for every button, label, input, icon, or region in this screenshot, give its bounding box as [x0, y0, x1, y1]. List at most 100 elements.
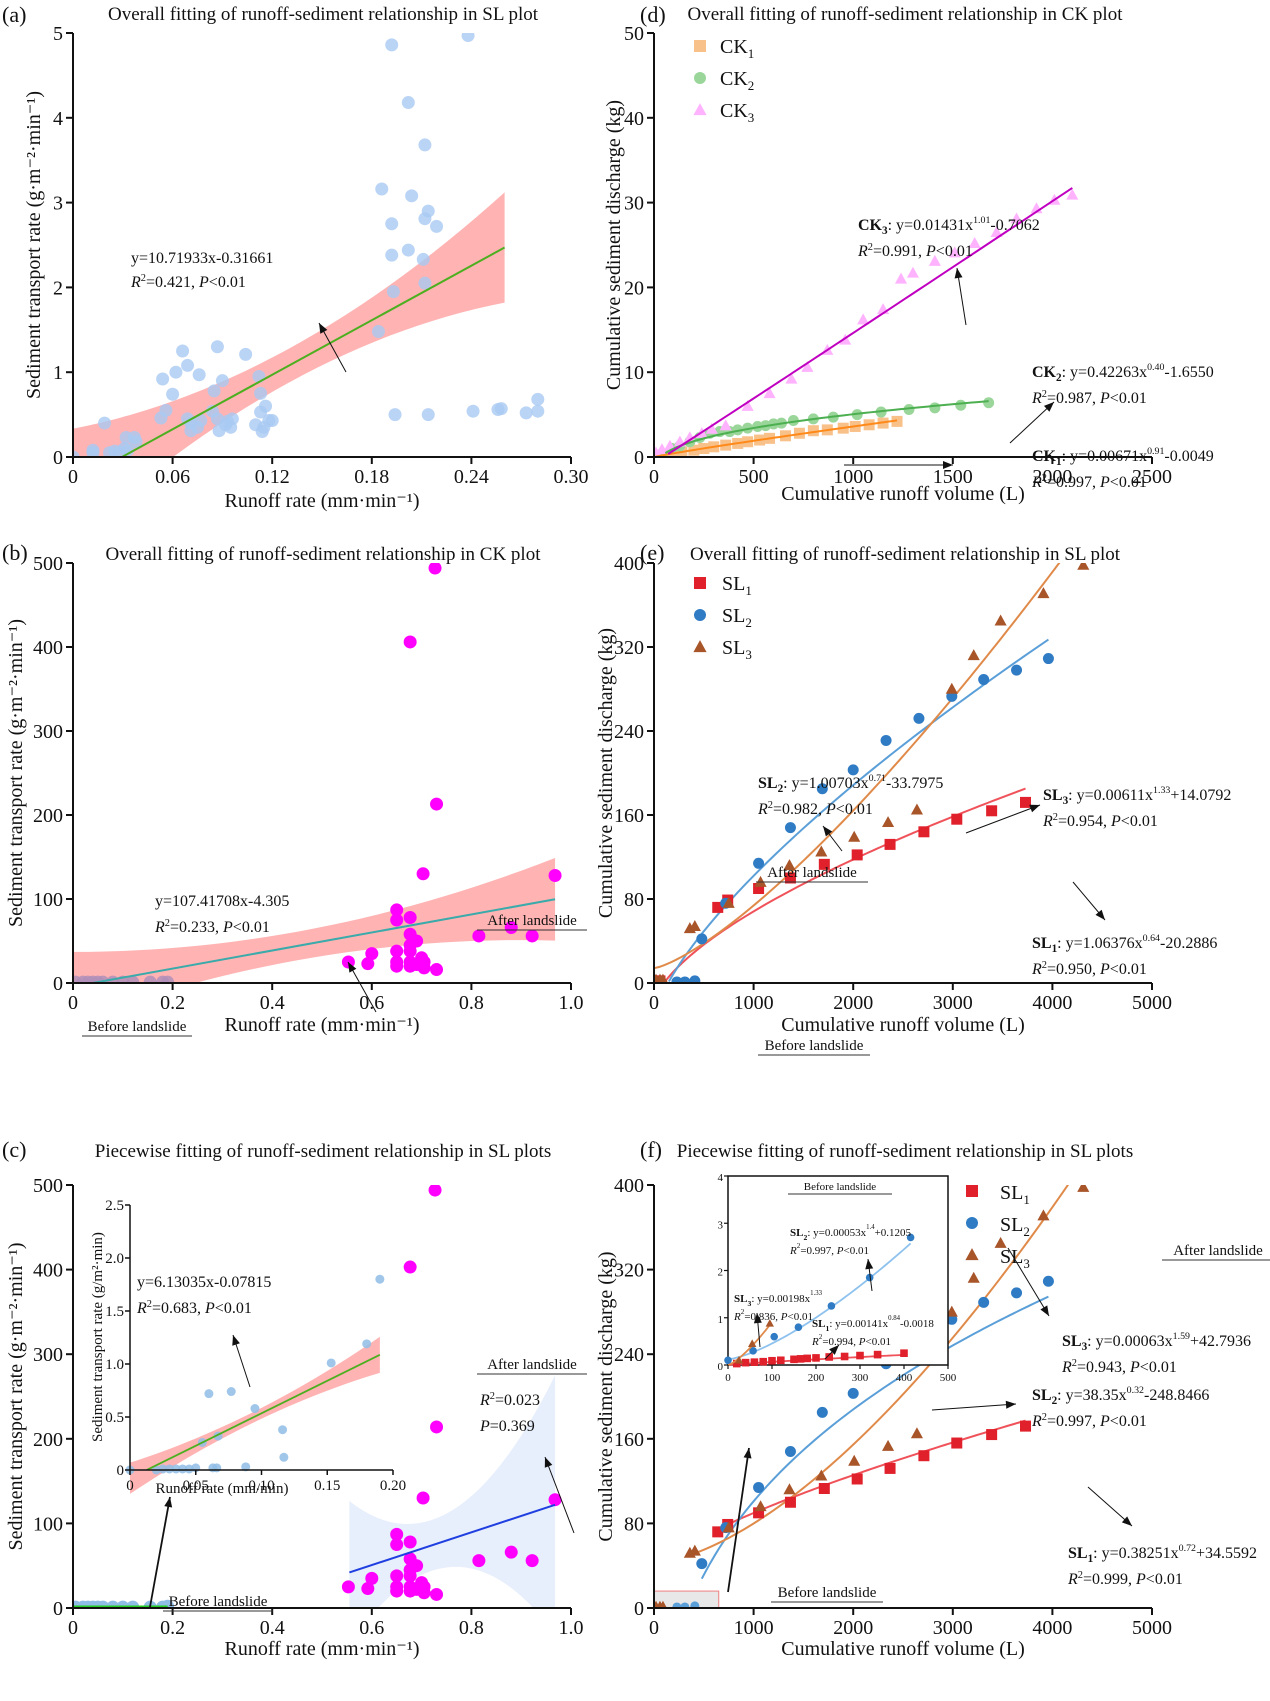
x-tick-label: 1.0 [559, 992, 584, 1014]
data-point-sl2 [978, 674, 990, 686]
plot-area [654, 563, 1090, 983]
data-point [181, 358, 195, 372]
inset-data-point-sl1 [825, 1353, 833, 1361]
data-point-sl2 [696, 1558, 708, 1570]
inset-data-point-sl1 [750, 1358, 759, 1366]
inset-x-tick-label: 0.15 [314, 1478, 340, 1494]
inset-x-tick-label: 500 [940, 1372, 957, 1384]
x-axis-title: Runoff rate (mm·min⁻¹) [224, 490, 419, 512]
y-tick-label: 400 [614, 1175, 644, 1197]
data-point-sl1 [918, 1450, 930, 1462]
inset-data-point-sl2 [724, 1356, 732, 1365]
legend-marker [693, 640, 707, 653]
data-point [215, 374, 229, 388]
arrow-head [348, 962, 357, 973]
inset-fit-line-sl2 [727, 1242, 912, 1361]
inset-data-point-sl1 [733, 1359, 741, 1368]
data-point-sl2 [1011, 1287, 1023, 1299]
data-point-sl1 [851, 849, 863, 861]
data-point-sl1 [753, 1507, 765, 1519]
data-point-ck3 [928, 254, 941, 266]
inset-frame [727, 1175, 949, 1366]
x-tick-label: 0 [649, 992, 659, 1014]
legend-marker [694, 40, 706, 52]
fit-line-ck2 [664, 400, 989, 454]
data-point-ck3 [990, 226, 1003, 237]
data-point-sl1 [712, 901, 724, 913]
legend-marker [693, 103, 707, 116]
x-tick-label: 0.6 [359, 992, 384, 1014]
inset-y-tick-label: 4 [718, 1172, 724, 1184]
inset-y-tick-label: 0.5 [105, 1410, 124, 1426]
annotation-arrow [727, 1447, 750, 1593]
y-tick-label: 3 [53, 193, 63, 215]
data-point-sl3 [910, 803, 923, 815]
data-point-after [390, 1527, 404, 1541]
legend-label: SL3 [722, 637, 752, 662]
data-point-ck3 [705, 422, 718, 434]
y-tick-label: 4 [53, 108, 63, 130]
region-label: Before landslide [778, 1585, 877, 1601]
data-point [519, 406, 533, 420]
data-point-sl2 [784, 1445, 796, 1457]
panel-d: 0 500 1000 1500 2000 2500 0 10 20 30 40 50(d) Overal… [603, 2, 1214, 505]
x-tick-label: 1000 [734, 992, 774, 1014]
inset-data-point-sl2 [770, 1332, 778, 1341]
inset-y-tick-label: 2.5 [105, 1198, 124, 1214]
stats-p: P=0.369 [479, 1418, 535, 1435]
x-tick-label: 4000 [1032, 1617, 1072, 1639]
stats-text: R2=0.991, P<0.01 [857, 242, 973, 260]
data-point-ck3 [857, 313, 870, 325]
y-tick-label: 240 [614, 1344, 644, 1366]
inset-data-point [212, 1463, 222, 1473]
data-point-sl2 [679, 976, 691, 983]
data-point-sl1 [951, 1437, 963, 1449]
data-point-sl1 [818, 1483, 830, 1495]
data-point [418, 138, 432, 152]
data-point-sl3 [783, 859, 796, 871]
arrow-head [1040, 1305, 1049, 1316]
inset-data-point [226, 1387, 236, 1397]
inset-data-point-sl1 [873, 1350, 882, 1359]
inset-y-tick-label: 1 [718, 1314, 724, 1326]
data-point-after [430, 963, 444, 977]
inset-confidence-band [130, 1336, 380, 1494]
data-point-ck3 [894, 272, 908, 284]
inset-data-point-sl1 [840, 1352, 849, 1361]
data-point-after [403, 944, 417, 958]
equation-text: y=107.41708x-4.305 [155, 893, 289, 910]
y-tick-label: 1 [53, 362, 63, 384]
data-point-sl3 [688, 1544, 701, 1556]
inset-x-tick-label: 0.10 [248, 1478, 274, 1494]
data-point-after [472, 929, 486, 943]
data-point-after [430, 1420, 444, 1434]
inset-data-point-sl2 [827, 1302, 836, 1310]
inset-data-point [158, 1464, 168, 1474]
data-point-after [430, 1587, 444, 1601]
arrow-head [232, 1335, 240, 1346]
legend-marker [966, 1185, 978, 1197]
inset-x-tick-label: 0.05 [183, 1478, 209, 1494]
region-label: Before landslide [88, 1019, 187, 1035]
data-point [207, 384, 221, 398]
x-tick-label: 1.0 [559, 1617, 584, 1639]
arrow-head [943, 461, 953, 469]
data-point-sl2 [816, 783, 828, 795]
data-point-ck3 [683, 431, 696, 443]
x-tick-label: 2500 [1132, 466, 1172, 488]
data-point-sl3 [945, 1305, 958, 1317]
data-point-ck2 [929, 402, 941, 414]
y-tick-label: 0 [53, 447, 63, 469]
data-point [169, 365, 183, 379]
data-point-sl3 [1077, 1185, 1090, 1192]
region-label: Before landslide [765, 1038, 864, 1054]
data-point-sl3 [1077, 563, 1090, 570]
data-point [73, 450, 80, 457]
data-point [385, 217, 399, 231]
stats-text: R2=0.982, P<0.01 [757, 800, 873, 818]
legend-label: SL1 [722, 573, 752, 598]
inset-data-point-sl1 [768, 1356, 776, 1365]
inset-x-tick-label: 200 [808, 1372, 825, 1384]
data-point-sl3 [688, 920, 701, 932]
